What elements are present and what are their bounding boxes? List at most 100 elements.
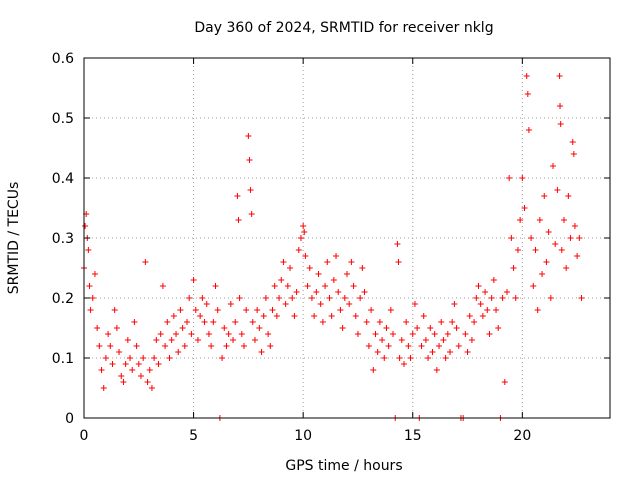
data-point: [184, 319, 191, 325]
data-point: [109, 361, 116, 367]
data-point: [543, 259, 550, 265]
data-point: [118, 373, 125, 379]
data-point: [354, 331, 361, 337]
data-point: [552, 241, 559, 247]
data-point: [383, 325, 390, 331]
data-point: [468, 337, 475, 343]
data-point: [105, 331, 112, 337]
data-point: [333, 253, 340, 259]
data-point: [140, 355, 147, 361]
data-point: [208, 343, 215, 349]
data-point: [157, 331, 164, 337]
data-point: [135, 361, 142, 367]
data-point: [409, 331, 416, 337]
data-point: [466, 313, 473, 319]
y-axis-label: SRMTID / TECUs: [6, 182, 22, 295]
data-point: [418, 343, 425, 349]
data-point: [300, 223, 307, 229]
x-tick-label: 0: [80, 428, 89, 444]
data-point: [488, 295, 495, 301]
data-point: [440, 337, 447, 343]
data-point: [201, 319, 208, 325]
data-point: [142, 259, 149, 265]
data-point: [131, 319, 138, 325]
data-point: [276, 295, 283, 301]
data-points: [81, 73, 585, 421]
chart-title: Day 360 of 2024, SRMTID for receiver nkl…: [194, 20, 493, 36]
data-point: [567, 235, 574, 241]
data-point: [162, 343, 169, 349]
data-point: [394, 241, 401, 247]
data-point: [523, 73, 530, 79]
grid: [84, 58, 610, 418]
data-point: [273, 313, 280, 319]
data-point: [425, 355, 432, 361]
data-point: [295, 247, 302, 253]
data-point: [86, 283, 93, 289]
data-point: [365, 343, 372, 349]
data-point: [447, 349, 454, 355]
data-point: [346, 301, 353, 307]
data-point: [484, 307, 491, 313]
data-point: [372, 331, 379, 337]
data-point: [344, 271, 350, 277]
data-point: [442, 355, 449, 361]
data-point: [282, 301, 289, 307]
data-point: [301, 229, 308, 235]
y-tick-label: 0.6: [52, 51, 74, 67]
data-point: [258, 349, 265, 355]
data-point: [396, 355, 403, 361]
data-point: [578, 295, 585, 301]
data-point: [164, 319, 171, 325]
data-point: [304, 283, 311, 289]
data-point: [245, 133, 252, 139]
data-point: [306, 265, 313, 271]
data-point: [554, 187, 561, 193]
data-point: [291, 313, 298, 319]
data-point: [247, 187, 254, 193]
data-point: [495, 325, 502, 331]
x-axis-label: GPS time / hours: [285, 458, 402, 474]
data-point: [453, 325, 460, 331]
data-point: [148, 385, 155, 391]
data-point: [146, 367, 153, 373]
data-point: [539, 271, 546, 277]
data-point: [490, 277, 497, 283]
data-point: [376, 319, 383, 325]
data-point: [506, 175, 513, 181]
y-tick-label: 0.4: [52, 171, 74, 187]
data-point: [525, 127, 532, 133]
data-point: [530, 283, 537, 289]
data-point: [311, 313, 318, 319]
data-point: [374, 349, 381, 355]
data-point: [313, 289, 320, 295]
data-point: [536, 217, 543, 223]
data-point: [170, 313, 177, 319]
data-point: [570, 151, 577, 157]
data-point: [464, 349, 471, 355]
data-point: [471, 319, 478, 325]
data-point: [477, 301, 484, 307]
data-point: [155, 361, 162, 367]
data-point: [462, 331, 469, 337]
data-point: [214, 307, 221, 313]
data-point: [501, 379, 508, 385]
data-point: [210, 319, 217, 325]
data-point: [82, 223, 89, 229]
data-point: [153, 337, 160, 343]
data-point: [127, 355, 134, 361]
data-point: [120, 379, 127, 385]
data-point: [499, 295, 506, 301]
data-point: [524, 91, 531, 97]
data-point: [576, 235, 583, 241]
data-point: [565, 193, 572, 199]
data-point: [512, 295, 519, 301]
data-point: [107, 343, 114, 349]
data-point: [223, 343, 230, 349]
data-point: [361, 289, 368, 295]
x-tick-labels: 0 5 10 15 20: [80, 428, 532, 444]
data-point: [267, 343, 274, 349]
data-point: [199, 295, 206, 301]
data-point: [203, 301, 210, 307]
